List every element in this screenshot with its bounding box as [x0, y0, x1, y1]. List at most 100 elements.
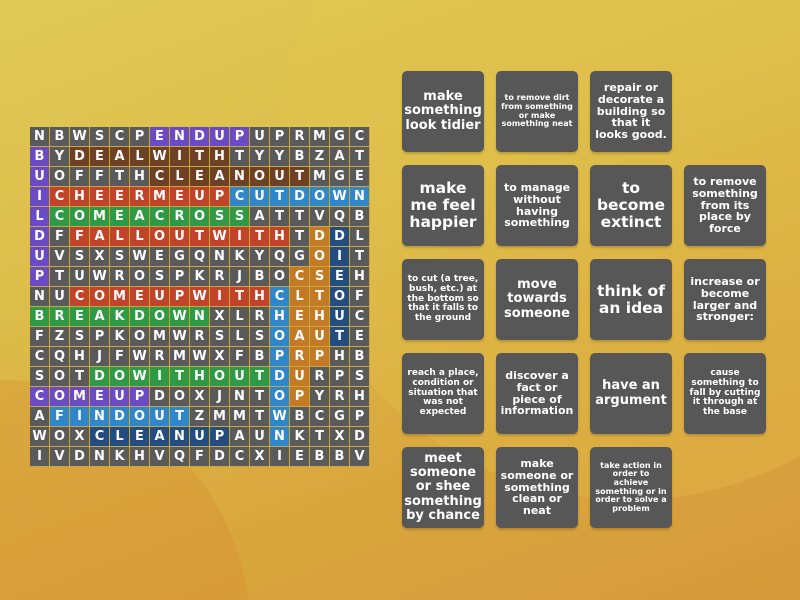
clue-card[interactable]: make me feel happier: [402, 165, 484, 246]
grid-cell[interactable]: T: [310, 287, 330, 307]
grid-cell[interactable]: O: [310, 247, 330, 267]
grid-cell[interactable]: W: [190, 347, 210, 367]
grid-cell[interactable]: D: [110, 407, 130, 427]
grid-cell[interactable]: W: [150, 147, 170, 167]
grid-cell[interactable]: R: [250, 307, 270, 327]
grid-cell[interactable]: W: [130, 367, 150, 387]
grid-cell[interactable]: G: [330, 127, 350, 147]
grid-cell[interactable]: F: [50, 407, 70, 427]
grid-cell[interactable]: T: [250, 387, 270, 407]
grid-cell[interactable]: B: [350, 347, 370, 367]
grid-cell[interactable]: H: [70, 347, 90, 367]
grid-cell[interactable]: F: [190, 447, 210, 467]
clue-card[interactable]: take action in order to achieve somethin…: [590, 447, 672, 528]
clue-card[interactable]: repair or decorate a building so that it…: [590, 71, 672, 152]
grid-cell[interactable]: D: [70, 147, 90, 167]
grid-cell[interactable]: D: [330, 227, 350, 247]
grid-cell[interactable]: U: [70, 267, 90, 287]
grid-cell[interactable]: W: [30, 427, 50, 447]
grid-cell[interactable]: Q: [270, 247, 290, 267]
grid-cell[interactable]: T: [290, 207, 310, 227]
grid-cell[interactable]: E: [350, 167, 370, 187]
grid-cell[interactable]: P: [270, 127, 290, 147]
grid-cell[interactable]: E: [110, 207, 130, 227]
grid-cell[interactable]: A: [290, 327, 310, 347]
grid-cell[interactable]: T: [190, 227, 210, 247]
grid-cell[interactable]: E: [110, 187, 130, 207]
grid-cell[interactable]: G: [330, 407, 350, 427]
grid-cell[interactable]: U: [190, 427, 210, 447]
grid-cell[interactable]: M: [150, 187, 170, 207]
grid-cell[interactable]: T: [290, 227, 310, 247]
clue-card[interactable]: think of an idea: [590, 259, 672, 340]
grid-cell[interactable]: O: [90, 287, 110, 307]
grid-cell[interactable]: M: [70, 387, 90, 407]
grid-cell[interactable]: J: [210, 387, 230, 407]
grid-cell[interactable]: Y: [250, 147, 270, 167]
grid-cell[interactable]: T: [170, 407, 190, 427]
grid-cell[interactable]: B: [250, 267, 270, 287]
grid-cell[interactable]: U: [30, 167, 50, 187]
grid-cell[interactable]: K: [110, 447, 130, 467]
grid-cell[interactable]: C: [350, 127, 370, 147]
grid-cell[interactable]: P: [90, 327, 110, 347]
grid-cell[interactable]: V: [350, 447, 370, 467]
grid-cell[interactable]: W: [130, 247, 150, 267]
grid-cell[interactable]: V: [310, 207, 330, 227]
grid-cell[interactable]: I: [210, 287, 230, 307]
clue-card[interactable]: make something look tidier: [402, 71, 484, 152]
grid-cell[interactable]: C: [290, 267, 310, 287]
grid-cell[interactable]: F: [90, 167, 110, 187]
grid-cell[interactable]: M: [310, 127, 330, 147]
grid-cell[interactable]: E: [90, 187, 110, 207]
grid-cell[interactable]: W: [70, 127, 90, 147]
grid-cell[interactable]: C: [110, 127, 130, 147]
clue-card[interactable]: have an argument: [590, 353, 672, 434]
grid-cell[interactable]: X: [210, 307, 230, 327]
grid-cell[interactable]: A: [250, 207, 270, 227]
grid-cell[interactable]: U: [190, 187, 210, 207]
grid-cell[interactable]: W: [190, 287, 210, 307]
grid-cell[interactable]: M: [110, 287, 130, 307]
grid-cell[interactable]: P: [210, 427, 230, 447]
grid-cell[interactable]: S: [90, 127, 110, 147]
grid-cell[interactable]: N: [30, 127, 50, 147]
grid-cell[interactable]: O: [50, 387, 70, 407]
grid-cell[interactable]: P: [30, 267, 50, 287]
grid-cell[interactable]: X: [250, 447, 270, 467]
clue-card[interactable]: to remove dirt from something or make so…: [496, 71, 578, 152]
grid-cell[interactable]: M: [90, 207, 110, 227]
grid-cell[interactable]: H: [250, 287, 270, 307]
grid-cell[interactable]: K: [190, 267, 210, 287]
clue-card[interactable]: to manage without having something: [496, 165, 578, 246]
grid-cell[interactable]: P: [270, 347, 290, 367]
grid-cell[interactable]: A: [230, 427, 250, 447]
grid-cell[interactable]: C: [150, 167, 170, 187]
grid-cell[interactable]: W: [170, 327, 190, 347]
grid-cell[interactable]: B: [330, 447, 350, 467]
grid-cell[interactable]: K: [230, 247, 250, 267]
grid-cell[interactable]: R: [130, 187, 150, 207]
grid-cell[interactable]: D: [290, 187, 310, 207]
grid-cell[interactable]: P: [330, 367, 350, 387]
grid-cell[interactable]: N: [270, 427, 290, 447]
grid-cell[interactable]: O: [270, 267, 290, 287]
grid-cell[interactable]: O: [250, 167, 270, 187]
grid-cell[interactable]: X: [90, 247, 110, 267]
grid-cell[interactable]: V: [50, 247, 70, 267]
grid-cell[interactable]: I: [70, 407, 90, 427]
grid-cell[interactable]: C: [270, 287, 290, 307]
grid-cell[interactable]: Q: [50, 347, 70, 367]
clue-card[interactable]: meet someone or shee something by chance: [402, 447, 484, 528]
grid-cell[interactable]: S: [230, 207, 250, 227]
grid-cell[interactable]: N: [350, 187, 370, 207]
grid-cell[interactable]: Y: [270, 147, 290, 167]
grid-cell[interactable]: B: [290, 407, 310, 427]
grid-cell[interactable]: U: [170, 227, 190, 247]
grid-cell[interactable]: R: [50, 307, 70, 327]
grid-cell[interactable]: O: [70, 207, 90, 227]
grid-cell[interactable]: P: [130, 387, 150, 407]
grid-cell[interactable]: L: [350, 227, 370, 247]
grid-cell[interactable]: B: [350, 207, 370, 227]
